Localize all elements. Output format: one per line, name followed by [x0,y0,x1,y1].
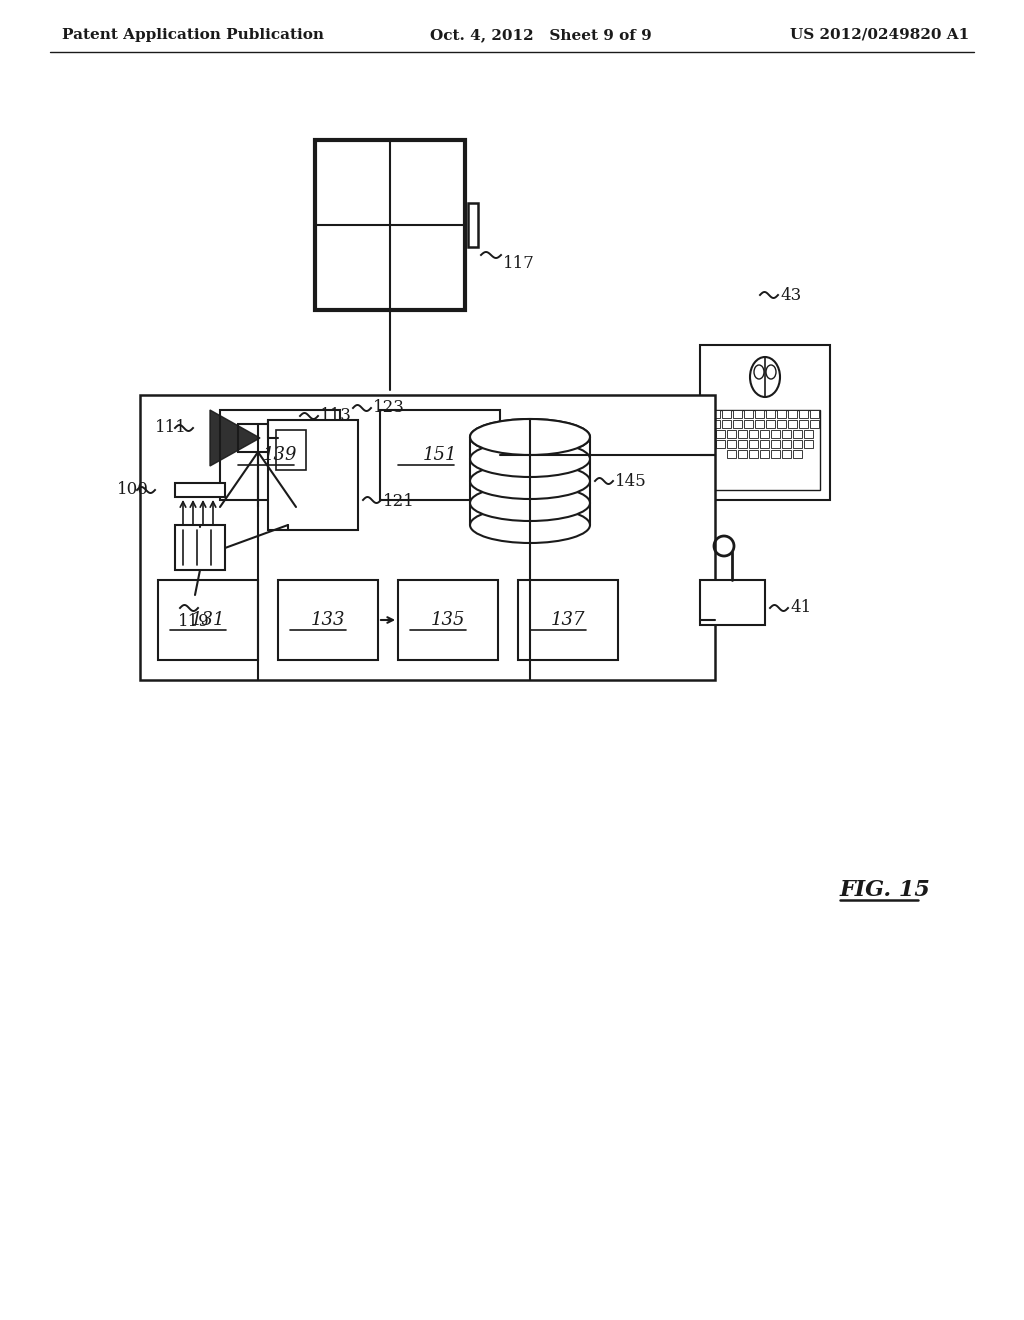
Ellipse shape [470,418,590,455]
Bar [744,420,753,428]
Bar [744,411,753,418]
Bar [782,450,791,458]
Bar [793,440,802,447]
Bar [788,411,797,418]
Bar [175,525,225,570]
Bar [700,345,830,500]
Bar [755,420,764,428]
Bar [771,450,780,458]
Bar [711,411,720,418]
Text: 119: 119 [178,614,210,631]
Bar [788,420,797,428]
Text: 131: 131 [190,611,225,630]
Text: 137: 137 [551,611,586,630]
Text: 111: 111 [155,420,186,437]
Text: US 2012/0249820 A1: US 2012/0249820 A1 [790,28,970,42]
Bar [738,450,746,458]
Text: 139: 139 [263,446,297,465]
Bar [140,395,715,680]
Bar [738,440,746,447]
Text: 43: 43 [780,286,801,304]
Text: 113: 113 [319,408,352,425]
Bar [766,420,775,428]
Text: 117: 117 [503,255,535,272]
Bar [771,430,780,438]
Ellipse shape [470,484,590,521]
Bar [268,420,358,531]
Text: 135: 135 [431,611,465,630]
Bar [468,203,478,247]
Text: Oct. 4, 2012   Sheet 9 of 9: Oct. 4, 2012 Sheet 9 of 9 [430,28,651,42]
Text: 123: 123 [373,400,404,417]
Bar [158,579,258,660]
Text: 41: 41 [790,599,811,616]
Bar [238,424,278,451]
Bar [760,450,769,458]
Bar [733,420,742,428]
Bar [804,440,813,447]
Text: 100: 100 [117,482,148,499]
Bar [749,450,758,458]
Bar [315,140,465,310]
Text: Patent Application Publication: Patent Application Publication [62,28,324,42]
Bar [722,420,731,428]
Bar [733,411,742,418]
Bar [716,440,725,447]
Bar [799,420,808,428]
Bar [804,430,813,438]
Bar [749,430,758,438]
Bar [278,579,378,660]
Bar [710,411,820,490]
Bar [760,440,769,447]
Bar [727,450,736,458]
Bar [777,420,786,428]
Bar [175,483,225,498]
Bar [716,430,725,438]
Bar [793,450,802,458]
Bar [810,411,819,418]
Bar [380,411,500,500]
Bar [799,411,808,418]
Bar [711,420,720,428]
Bar [749,440,758,447]
Bar [727,430,736,438]
Bar [278,432,288,444]
Bar [777,411,786,418]
Ellipse shape [470,507,590,543]
Bar [766,411,775,418]
Polygon shape [210,411,260,466]
Bar [220,411,340,500]
Text: 133: 133 [310,611,345,630]
Bar [755,411,764,418]
Bar [810,420,819,428]
Bar [722,411,731,418]
Bar [793,430,802,438]
Bar [518,579,618,660]
Bar [398,579,498,660]
Text: FIG. 15: FIG. 15 [840,879,931,902]
Bar [727,440,736,447]
Bar [771,440,780,447]
Text: 121: 121 [383,494,415,511]
Bar [760,430,769,438]
Bar [782,440,791,447]
Bar [782,430,791,438]
Ellipse shape [470,463,590,499]
Text: 151: 151 [423,446,458,465]
Bar [276,430,306,470]
Ellipse shape [470,441,590,477]
Bar [738,430,746,438]
Bar [700,579,765,624]
Text: 145: 145 [615,473,647,490]
